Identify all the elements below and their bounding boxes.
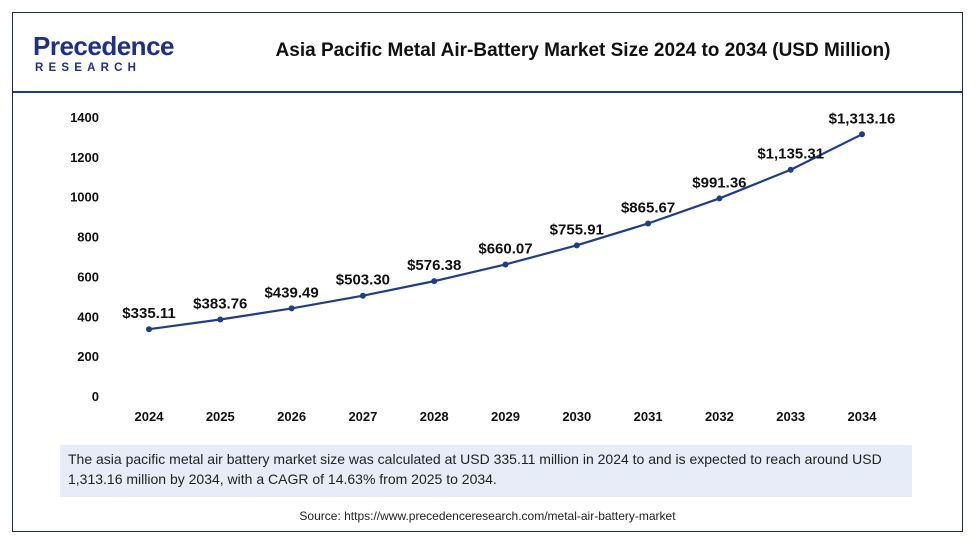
x-tick-label: 2024 bbox=[135, 409, 165, 424]
logo-subtitle: RESEARCH bbox=[35, 62, 142, 74]
x-tick-label: 2031 bbox=[634, 409, 663, 424]
summary-note: The asia pacific metal air battery marke… bbox=[60, 445, 912, 497]
data-label: $660.07 bbox=[478, 240, 532, 257]
data-label: $383.76 bbox=[193, 296, 247, 313]
y-tick-label: 1400 bbox=[70, 110, 99, 125]
source-citation: Source: https://www.precedenceresearch.c… bbox=[299, 509, 676, 523]
x-tick-label: 2032 bbox=[705, 409, 734, 424]
data-label: $755.91 bbox=[550, 221, 604, 238]
y-tick-label: 1000 bbox=[70, 190, 99, 205]
chart-frame: Precedence RESEARCH Asia Pacific Metal A… bbox=[12, 12, 963, 532]
data-point bbox=[217, 316, 224, 323]
y-tick-label: 1200 bbox=[70, 150, 99, 165]
y-tick-label: 400 bbox=[77, 309, 99, 324]
data-label: $1,135.31 bbox=[757, 146, 824, 163]
data-label: $335.11 bbox=[122, 305, 175, 322]
data-point bbox=[359, 292, 366, 299]
chart-title: Asia Pacific Metal Air-Battery Market Si… bbox=[275, 40, 891, 61]
data-point bbox=[146, 326, 152, 333]
data-label: $1,313.16 bbox=[829, 110, 896, 127]
x-tick-label: 2034 bbox=[848, 409, 878, 424]
brand-logo: Precedence RESEARCH bbox=[33, 31, 183, 81]
y-tick-label: 800 bbox=[77, 230, 99, 245]
x-tick-label: 2027 bbox=[348, 409, 377, 424]
x-tick-label: 2029 bbox=[491, 409, 520, 424]
x-tick-label: 2025 bbox=[206, 409, 235, 424]
series-line bbox=[148, 133, 863, 331]
data-label: $576.38 bbox=[407, 257, 461, 274]
data-point bbox=[502, 261, 509, 268]
x-tick-label: 2028 bbox=[420, 409, 449, 424]
x-tick-label: 2026 bbox=[277, 409, 306, 424]
data-label: $865.67 bbox=[621, 199, 675, 216]
data-point bbox=[645, 220, 652, 227]
data-point bbox=[573, 242, 580, 249]
data-label: $503.30 bbox=[336, 272, 390, 289]
x-tick-label: 2030 bbox=[562, 409, 591, 424]
y-tick-label: 0 bbox=[92, 389, 99, 404]
data-label: $991.36 bbox=[692, 174, 746, 191]
data-point bbox=[431, 278, 438, 285]
header: Precedence RESEARCH Asia Pacific Metal A… bbox=[13, 13, 962, 93]
data-label: $439.49 bbox=[264, 284, 318, 301]
data-point bbox=[288, 305, 295, 312]
logo-wordmark: Precedence bbox=[33, 31, 174, 61]
data-point bbox=[859, 131, 865, 138]
y-tick-label: 200 bbox=[77, 349, 99, 364]
data-point bbox=[787, 166, 794, 173]
y-tick-label: 600 bbox=[77, 269, 99, 284]
x-tick-label: 2033 bbox=[776, 409, 805, 424]
line-chart: 0 200 400 600 800 1000 1200 1400 2024 2025 2026 202… bbox=[70, 110, 896, 424]
data-point bbox=[716, 195, 723, 202]
